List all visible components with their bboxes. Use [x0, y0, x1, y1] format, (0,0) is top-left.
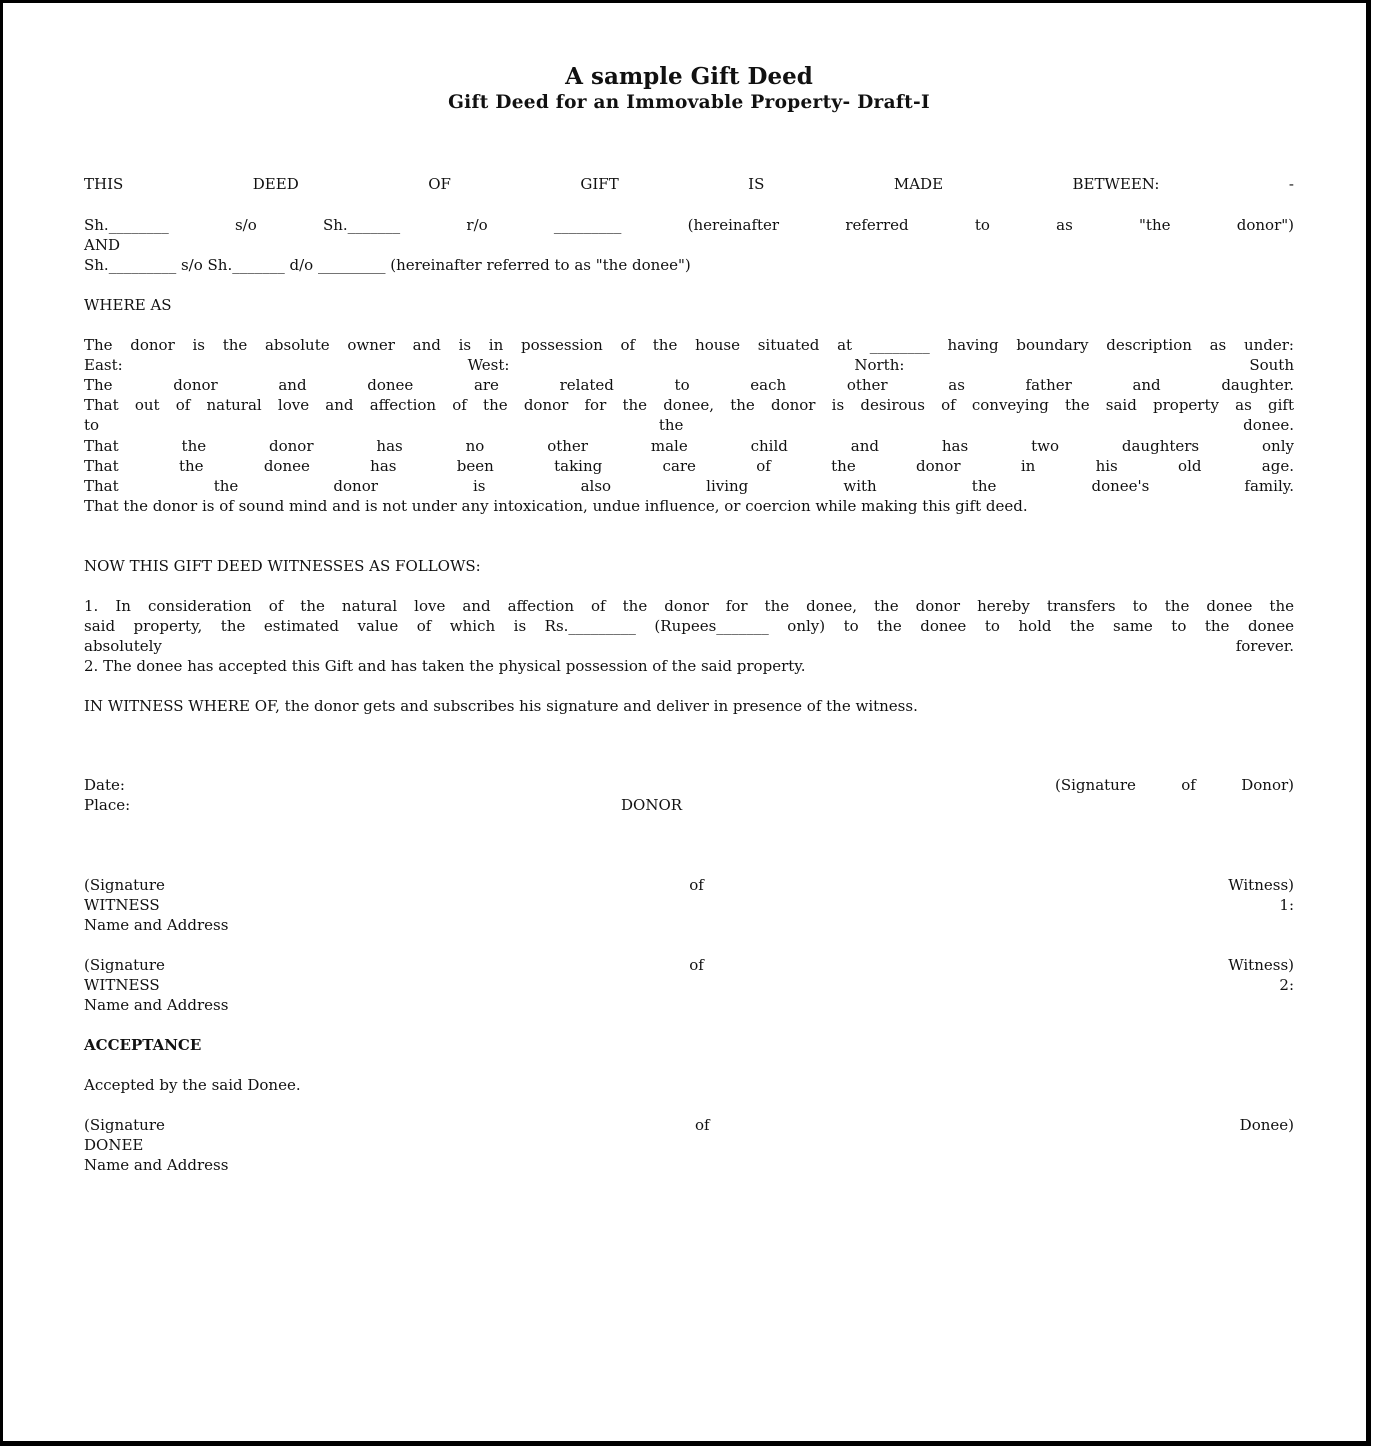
witness2-signature: (Signature of Witness)	[84, 956, 1294, 974]
whereas-heading: WHERE AS	[84, 296, 172, 314]
witness2-label: WITNESS 2:	[84, 976, 1294, 994]
clause-line: absolutely forever.	[84, 637, 1294, 655]
witness1-name: Name and Address	[84, 916, 229, 934]
donee-label: DONEE	[84, 1136, 144, 1154]
clause-line: 1. In consideration of the natural love …	[84, 597, 1294, 615]
recital-line: That out of natural love and affection o…	[84, 396, 1294, 414]
donee-signature: (Signature of Donee)	[84, 1116, 1294, 1134]
donee-name: Name and Address	[84, 1156, 229, 1174]
clause-line: said property, the estimated value of wh…	[84, 617, 1294, 635]
recital-line: East: West: North: South	[84, 356, 1294, 374]
recital-line: The donor and donee are related to each …	[84, 376, 1294, 394]
recital-line: to the donee.	[84, 416, 1294, 434]
recital-line: That the donor is also living with the d…	[84, 477, 1294, 495]
witness1-signature: (Signature of Witness)	[84, 876, 1294, 894]
recital-line: That the donor is of sound mind and is n…	[84, 497, 1028, 515]
witnesses-heading: NOW THIS GIFT DEED WITNESSES AS FOLLOWS:	[84, 557, 481, 575]
document-title: A sample Gift Deed	[565, 63, 813, 90]
recital-line: That the donor has no other male child a…	[84, 437, 1294, 455]
in-witness-line: IN WITNESS WHERE OF, the donor gets and …	[84, 697, 918, 715]
acceptance-text: Accepted by the said Donee.	[84, 1076, 301, 1094]
and-line: AND	[84, 236, 120, 254]
witness1-label: WITNESS 1:	[84, 896, 1294, 914]
document-subtitle: Gift Deed for an Immovable Property- Dra…	[448, 92, 930, 113]
recital-line: That the donee has been taking care of t…	[84, 457, 1294, 475]
donor-label: DONOR	[621, 796, 683, 814]
donee-line: Sh._________ s/o Sh._______ d/o ________…	[84, 256, 691, 274]
donor-signature: (Signature of Donor)	[1055, 776, 1294, 794]
clause-line: 2. The donee has accepted this Gift and …	[84, 657, 806, 675]
recital-line: The donor is the absolute owner and is i…	[84, 336, 1294, 354]
place-label: Place:	[84, 796, 131, 814]
witness2-name: Name and Address	[84, 996, 229, 1014]
acceptance-heading: ACCEPTANCE	[84, 1036, 202, 1054]
date-label: Date:	[84, 776, 125, 794]
parties-intro: THIS DEED OF GIFT IS MADE BETWEEN: -	[84, 175, 1294, 193]
donor-line: Sh.________ s/o Sh._______ r/o _________…	[84, 216, 1294, 234]
